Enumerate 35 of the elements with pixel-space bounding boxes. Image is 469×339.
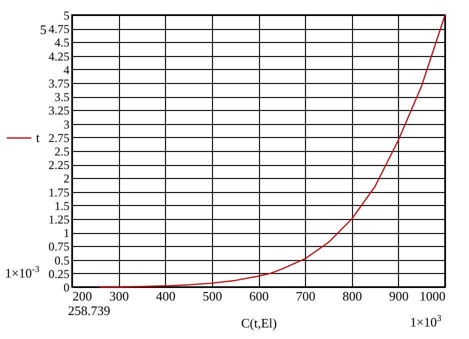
x-tick-label: 800	[342, 288, 362, 304]
x-tick-label: 600	[249, 288, 269, 304]
text: 258.739	[68, 303, 110, 318]
x-tick-label: 200	[72, 288, 92, 304]
y-tick-label: 0.5	[54, 253, 70, 268]
x-tick-label: 700	[296, 288, 316, 304]
legend-label: t	[36, 130, 40, 145]
x-tick-label: 1000	[420, 288, 446, 304]
y-tick-label: 4.75	[48, 22, 70, 36]
y-tick-label: 0	[64, 280, 70, 294]
y-tick-label: 3.5	[54, 90, 70, 104]
y-tick-label: 1	[64, 226, 70, 240]
x-tick-label: 400	[156, 288, 176, 304]
y-tick-label: 1.5	[54, 198, 70, 213]
y-tick-label: 5	[64, 8, 70, 22]
x-axis-title: C(t,El)	[241, 316, 277, 330]
y-tick-label: 3.25	[48, 104, 70, 118]
text: 1×10$^{3}$	[410, 313, 442, 330]
y-tick-label: 1.25	[48, 212, 70, 226]
x-tick-label: 500	[202, 288, 222, 304]
x-tick-label: 300	[109, 288, 129, 304]
y-tick-label: 3.75	[48, 76, 70, 90]
y-tick-label: 2.25	[48, 158, 70, 172]
y-tick-label: 0.75	[48, 240, 70, 254]
y-tick-label: 0.25	[48, 266, 70, 281]
y-tick-label: 4.5	[54, 36, 70, 50]
y-tick-label: 1.75	[48, 185, 70, 200]
text: 1×10$^{-3}$	[5, 264, 40, 280]
y-tick-label: 2.75	[48, 130, 70, 145]
x-tick-label: 900	[389, 288, 409, 304]
y-tick-label: 4.25	[48, 49, 70, 64]
y-tick-label: 4	[64, 62, 70, 77]
y-tick-label: 2	[64, 172, 70, 186]
y-tick-label: 3	[64, 117, 70, 132]
y-tick-label: 2.5	[54, 144, 70, 158]
